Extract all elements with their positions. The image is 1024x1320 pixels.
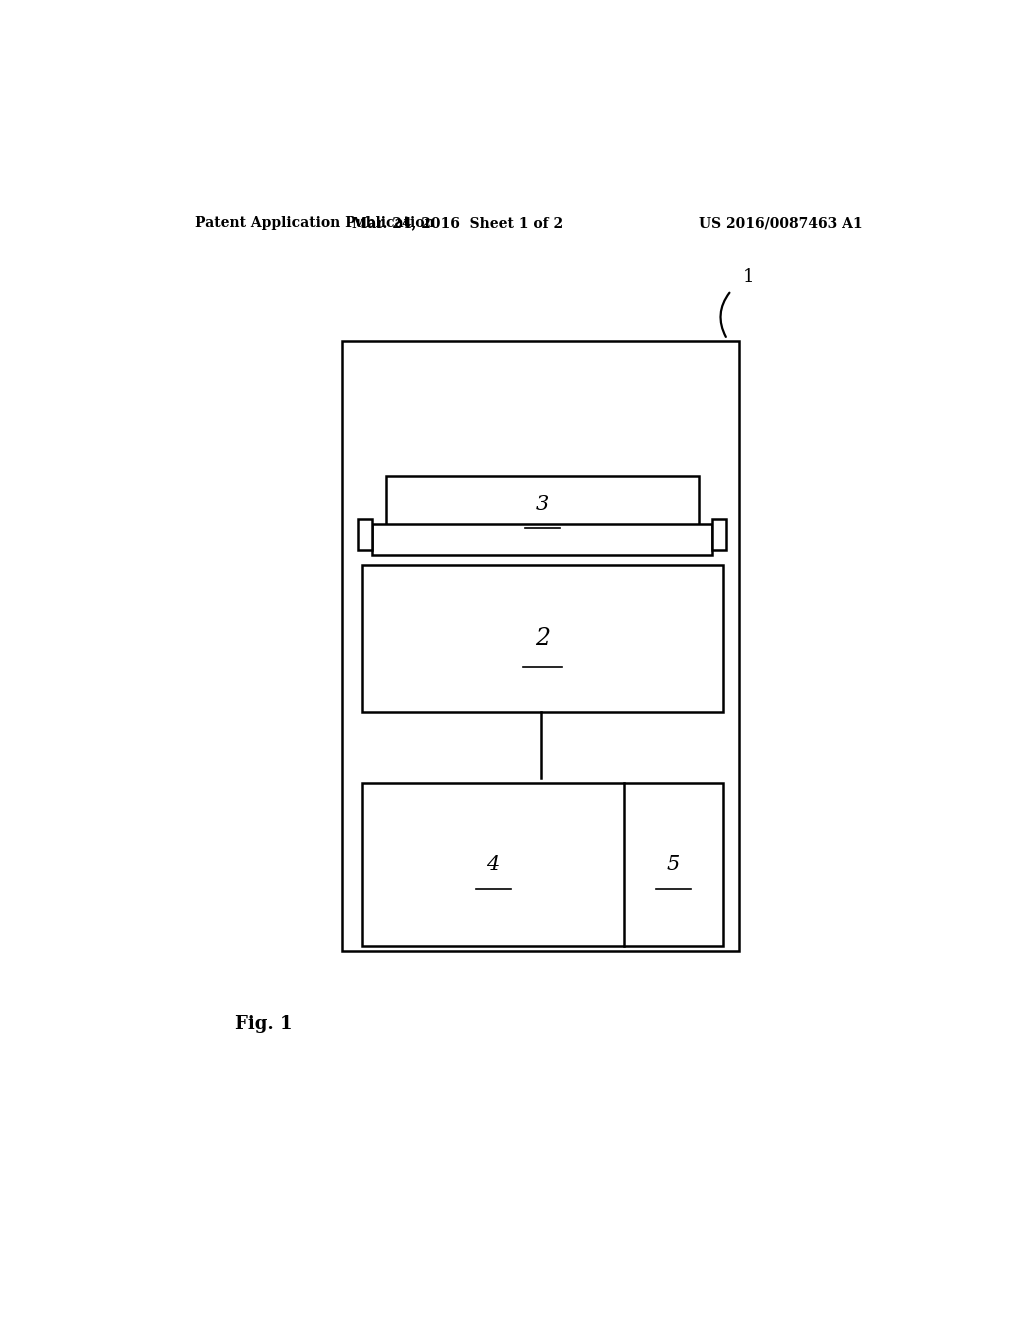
Text: Fig. 1: Fig. 1 [236, 1015, 293, 1034]
Bar [358, 519, 373, 549]
Text: 3: 3 [536, 495, 549, 515]
Bar [712, 519, 726, 549]
Bar [362, 784, 723, 946]
Bar [386, 475, 699, 535]
Text: 5: 5 [667, 855, 680, 874]
Text: 1: 1 [743, 268, 755, 286]
Text: 2: 2 [536, 627, 550, 651]
Bar [373, 524, 712, 554]
Bar [342, 342, 739, 952]
Text: 4: 4 [486, 855, 500, 874]
Text: Patent Application Publication: Patent Application Publication [196, 216, 435, 231]
Bar [362, 565, 723, 713]
Text: Mar. 24, 2016  Sheet 1 of 2: Mar. 24, 2016 Sheet 1 of 2 [352, 216, 563, 231]
Text: US 2016/0087463 A1: US 2016/0087463 A1 [699, 216, 863, 231]
